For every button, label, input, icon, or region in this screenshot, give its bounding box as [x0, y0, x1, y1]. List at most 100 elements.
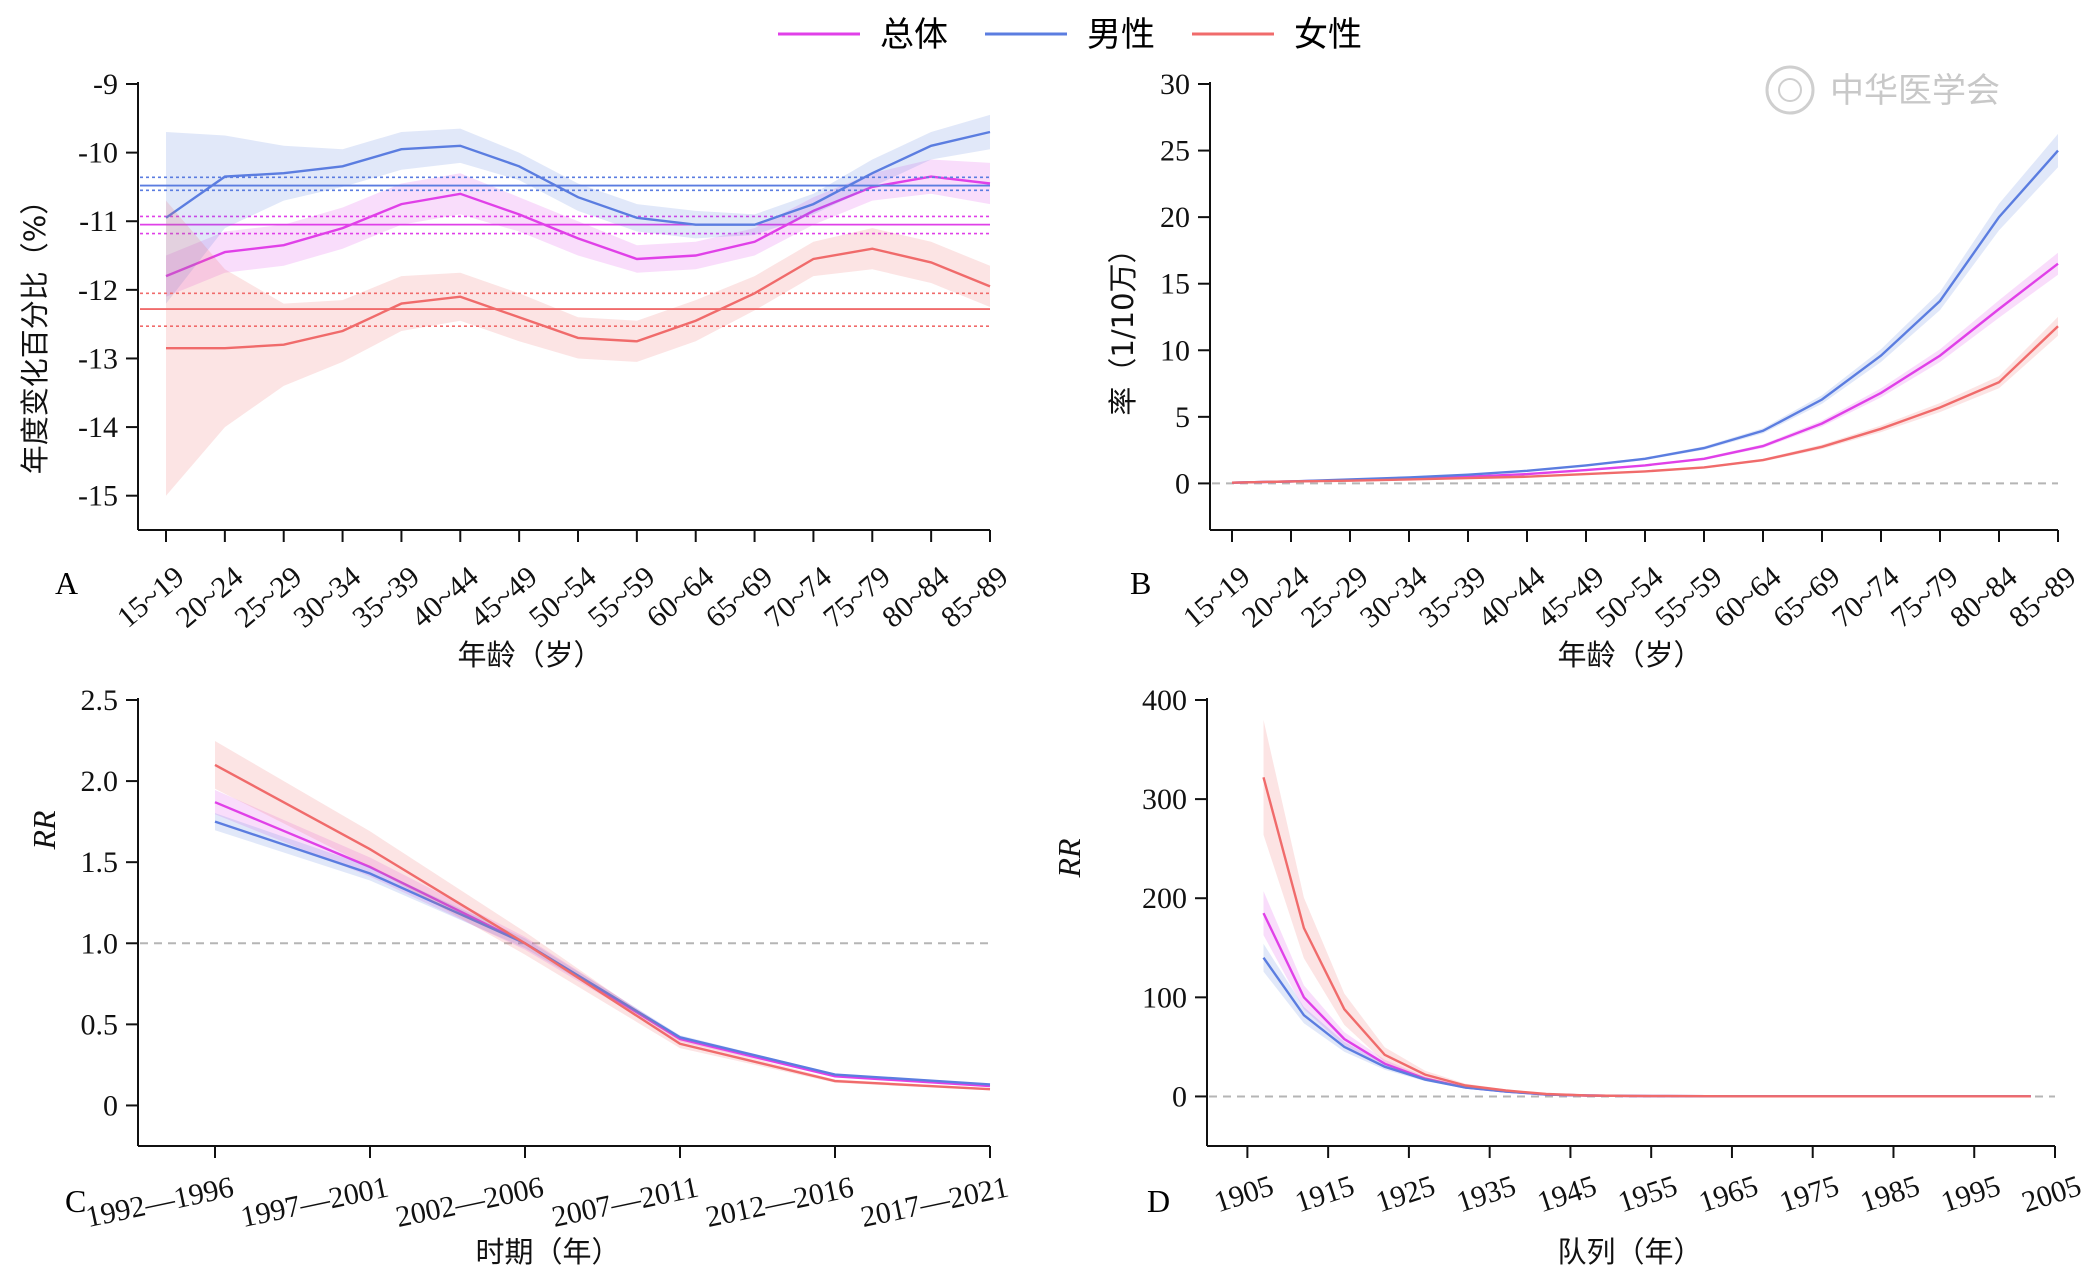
x-tick-label-c: 1992—1996 [83, 1171, 237, 1234]
series-line-male-b [1231, 149, 2059, 484]
x-tick-label-d: 1955 [1614, 1169, 1681, 1219]
legend-label-male: 男性 [1087, 15, 1155, 55]
x-tick-label-a: 55~59 [582, 560, 662, 634]
x-tick-label-d: 1935 [1453, 1169, 1520, 1219]
series-line-male-a [165, 130, 991, 226]
panel-a-age-apc: -9 -10 -11 -12 -13 -14 -15 15~1920~2425~2930~34… [18, 68, 1014, 672]
legend-label-female: 女性 [1294, 15, 1362, 55]
y-tick-label-a: -13 [78, 342, 118, 375]
x-tick-label-c: 2002—2006 [393, 1171, 547, 1234]
legend-label-overall: 总体 [880, 15, 948, 55]
x-tick-label-a: 40~44 [405, 560, 485, 634]
x-tick-label-d: 1965 [1695, 1169, 1762, 1219]
y-tick-label-b: 20 [1160, 201, 1190, 234]
watermark-text: 中华医学会 [1830, 71, 2000, 111]
x-tick-label-a: 30~34 [287, 560, 367, 634]
y-tick-label-c: 2.5 [81, 684, 119, 717]
series-line-male-d [1262, 957, 2031, 1098]
x-tick-label-a: 75~79 [817, 560, 897, 634]
x-tick-label-a: 35~39 [346, 560, 426, 634]
y-tick-label-d: 0 [1172, 1080, 1187, 1113]
x-tick-label-b: 35~39 [1413, 560, 1493, 634]
x-tick-label-b: 55~59 [1649, 560, 1729, 634]
x-tick-label-a: 25~29 [229, 560, 309, 634]
series-line-female-a [166, 247, 991, 350]
panel-letter-d: D [1147, 1183, 1170, 1219]
x-tick-label-c: 1997—2001 [238, 1171, 392, 1234]
series-line-male-c [214, 820, 991, 1086]
x-tick-label-b: 15~19 [1177, 560, 1257, 634]
x-axis-title-b: 年龄（岁） [1557, 638, 1702, 672]
y-axis-title-c: RR [26, 810, 62, 851]
x-tick-label-b: 30~34 [1354, 560, 1434, 634]
ci-band-overall-b [1232, 252, 2058, 483]
x-tick-label-a: 50~54 [523, 560, 603, 634]
series-line-overall-d [1262, 912, 2031, 1098]
panel-letter-b: B [1130, 565, 1151, 601]
ci-band-female-c [215, 741, 990, 1091]
y-tick-label-a: -12 [78, 274, 118, 307]
y-tick-label-b: 10 [1160, 334, 1190, 367]
y-tick-label-c: 1.0 [81, 927, 119, 960]
series-line-female-d [1262, 776, 2031, 1098]
y-tick-label-b: 0 [1175, 467, 1190, 500]
x-tick-label-d: 1985 [1856, 1169, 1923, 1219]
x-tick-label-d: 1945 [1533, 1169, 1600, 1219]
x-axis-title-d: 队列（年） [1557, 1235, 1702, 1269]
x-tick-label-d: 1915 [1291, 1169, 1358, 1219]
ci-band-female-a [166, 200, 990, 496]
x-tick-label-b: 70~74 [1826, 560, 1906, 634]
x-tick-label-a: 85~89 [935, 560, 1015, 634]
ci-band-male-a [166, 114, 990, 304]
watermark-seal-icon [1765, 65, 1815, 115]
series-line-overall-b [1231, 262, 2059, 484]
x-tick-label-a: 65~69 [699, 560, 779, 634]
legend: 总体 男性 女性 [778, 15, 1362, 55]
x-tick-label-d: 2005 [2018, 1169, 2085, 1219]
x-axis-title-c: 时期（年） [475, 1235, 620, 1269]
ci-band-female-d [1263, 719, 2031, 1097]
y-tick-label-c: 0 [103, 1089, 118, 1122]
x-tick-label-b: 80~84 [1944, 560, 2024, 634]
y-tick-label-d: 400 [1142, 684, 1187, 717]
y-tick-label-a: -10 [78, 137, 118, 170]
ci-band-male-d [1263, 943, 2031, 1097]
panel-b-age-rate: 30 25 20 15 10 5 0 15~1920~2425~2930~3435~3940~… [1106, 68, 2082, 672]
y-tick-label-a: -15 [78, 480, 118, 513]
x-tick-label-c: 2012—2016 [703, 1171, 857, 1234]
x-tick-label-b: 25~29 [1295, 560, 1375, 634]
series-line-female-b [1231, 325, 2059, 484]
y-tick-label-b: 15 [1160, 268, 1190, 301]
series-line-female-c [214, 763, 991, 1091]
y-tick-label-d: 300 [1142, 783, 1187, 816]
y-tick-label-c: 0.5 [81, 1008, 119, 1041]
panel-letter-a: A [55, 565, 78, 601]
x-tick-label-b: 20~24 [1236, 560, 1316, 634]
y-tick-label-c: 2.0 [81, 765, 119, 798]
y-tick-label-b: 30 [1160, 68, 1190, 101]
y-axis-title-b: 率（1/10万） [1106, 234, 1140, 415]
x-tick-label-a: 60~64 [641, 560, 721, 634]
x-axis-title-a: 年龄（岁） [457, 638, 602, 672]
ci-band-male-c [215, 813, 990, 1085]
x-tick-label-b: 75~79 [1885, 560, 1965, 634]
y-tick-label-b: 5 [1175, 401, 1190, 434]
series-line-overall-a [165, 175, 991, 278]
panel-d-cohort-rr: 400 300 200 100 0 1905 1915 1925 1935 1945 1955 196… [1051, 684, 2085, 1269]
x-tick-label-b: 50~54 [1590, 560, 1670, 634]
y-tick-label-b: 25 [1160, 135, 1190, 168]
x-tick-label-c: 2007—2011 [549, 1171, 701, 1234]
y-tick-label-a: -9 [93, 68, 118, 101]
y-axis-title-d: RR [1051, 838, 1087, 879]
watermark: 中华医学会 [1765, 65, 2000, 115]
x-tick-label-d: 1995 [1937, 1169, 2004, 1219]
x-tick-label-a: 80~84 [876, 560, 956, 634]
x-tick-label-a: 20~24 [170, 560, 250, 634]
x-tick-label-d: 1905 [1210, 1169, 1277, 1219]
x-tick-label-d: 1975 [1776, 1169, 1843, 1219]
x-tick-label-b: 65~69 [1767, 560, 1847, 634]
ci-band-overall-a [166, 159, 990, 297]
y-tick-label-d: 100 [1142, 981, 1187, 1014]
y-tick-label-c: 1.5 [81, 846, 119, 879]
panel-c-period-rr: 2.5 2.0 1.5 1.0 0.5 0 1992—1996 1997—2001 2002—2… [26, 684, 1011, 1269]
